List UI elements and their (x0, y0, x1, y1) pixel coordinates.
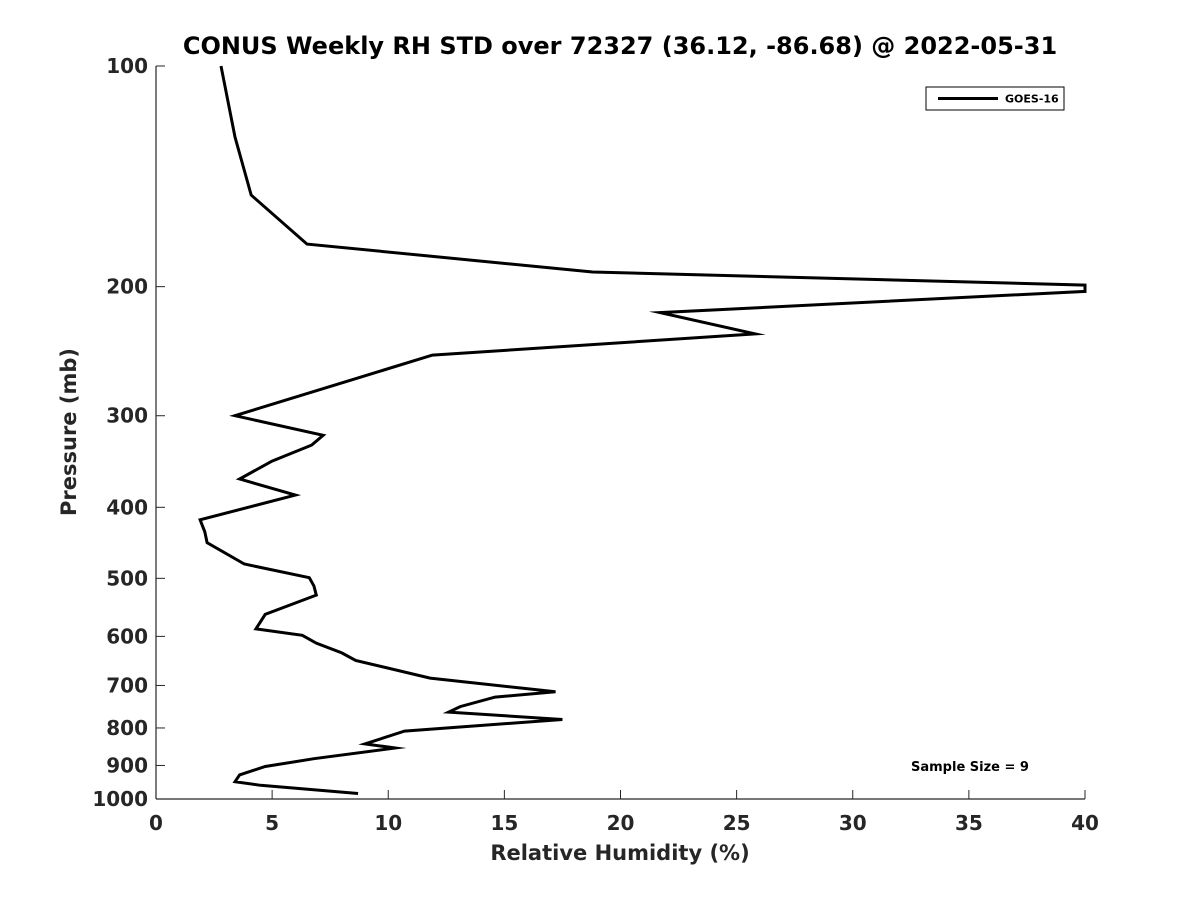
y-tick-label: 1000 (92, 787, 148, 811)
x-tick-label: 15 (490, 811, 518, 835)
y-axis-ticks: 100 200 300 400 500 600 700 800 900 1000 (92, 54, 165, 811)
x-tick-label: 25 (723, 811, 751, 835)
y-tick-label: 400 (106, 495, 148, 519)
y-tick-label: 300 (106, 404, 148, 428)
y-tick-label: 800 (106, 716, 148, 740)
y-tick-label: 500 (106, 566, 148, 590)
y-tick-label: 700 (106, 673, 148, 697)
x-tick-label: 20 (607, 811, 635, 835)
x-tick-label: 5 (265, 811, 279, 835)
axes (155, 66, 1085, 800)
x-tick-label: 30 (839, 811, 867, 835)
legend-label-goes-16: GOES-16 (1005, 93, 1059, 106)
legend: GOES-16 (925, 86, 1065, 111)
x-axis-label: Relative Humidity (%) (490, 841, 749, 865)
x-tick-label: 35 (955, 811, 983, 835)
x-tick-label: 10 (374, 811, 402, 835)
series-line-goes-16 (198, 65, 1087, 795)
x-axis-ticks: 0 5 10 15 20 25 30 35 40 (149, 790, 1099, 835)
y-axis-label: Pressure (mb) (57, 348, 81, 516)
y-tick-label: 100 (106, 54, 148, 78)
series-layer (198, 65, 1087, 795)
sample-size-annotation: Sample Size = 9 (911, 760, 1029, 775)
x-tick-label: 0 (149, 811, 163, 835)
y-tick-label: 200 (106, 275, 148, 299)
x-tick-label: 40 (1071, 811, 1099, 835)
y-tick-label: 900 (106, 753, 148, 777)
chart-title: CONUS Weekly RH STD over 72327 (36.12, -… (183, 32, 1057, 60)
y-tick-label: 600 (106, 624, 148, 648)
